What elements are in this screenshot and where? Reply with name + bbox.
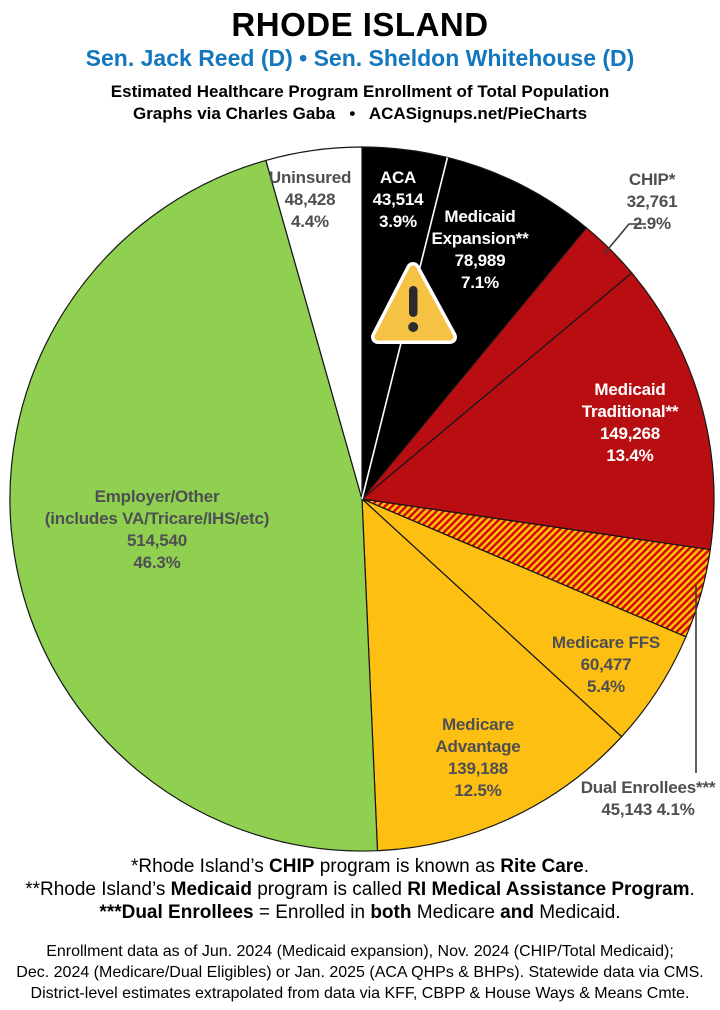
source-note-line: Enrollment data as of Jun. 2024 (Medicai… [46,943,674,960]
slice-label-medicaid-traditional: Medicaid Traditional** 149,268 13.4% [581,380,679,465]
slice-label-uninsured: Uninsured 48,428 4.4% [268,168,352,231]
pie-slice-medicaid-expansion [361,156,588,500]
footnote-dual-enrollees: ***Dual Enrollees = Enrolled in both Med… [99,902,621,923]
pie-slice-employer-other [9,159,379,852]
footnotes-block: *Rhode Island’s CHIP program is known as… [0,855,720,924]
pie-slices [9,146,715,852]
pie-chart [9,146,715,852]
source-notes-block: Enrollment data as of Jun. 2024 (Medicai… [0,941,720,1004]
slice-label-employer-other: Employer/Other (includes VA/Tricare/IHS/… [44,487,270,572]
source-note-line: District-level estimates extrapolated fr… [30,985,690,1002]
page-title: RHODE ISLAND [231,6,489,43]
slice-label-chip: CHIP* 32,761 2.9% [626,170,678,233]
slice-label-medicare-advantage: Medicare Advantage 139,188 12.5% [435,715,521,800]
chip-leader-line [603,223,646,255]
source-note-line: Dec. 2024 (Medicare/Dual Eligibles) or J… [16,964,704,981]
footnote-medicaid: **Rhode Island’s Medicaid program is cal… [25,879,695,900]
pie-slice-uninsured [265,146,363,500]
slice-label-medicaid-expansion: Medicaid Expansion** 78,989 7.1% [431,207,529,292]
slice-label-aca: ACA 43,514 3.9% [372,168,424,231]
chart-description: Estimated Healthcare Program Enrollment … [110,82,610,101]
slice-label-dual-enrollees: Dual Enrollees*** 45,143 4.1% [580,778,716,819]
pie-slice-medicare-advantage [361,497,623,852]
footnote-chip: *Rhode Island’s CHIP program is known as… [131,856,589,877]
senators-subtitle: Sen. Jack Reed (D) • Sen. Sheldon Whiteh… [85,45,635,71]
warning-icon [371,262,457,344]
slice-label-medicare-ffs: Medicare FFS 60,477 5.4% [551,633,661,696]
pie-slice-medicaid-traditional [360,272,715,551]
attribution-line: Graphs via Charles Gaba • ACASignups.net… [132,104,588,123]
